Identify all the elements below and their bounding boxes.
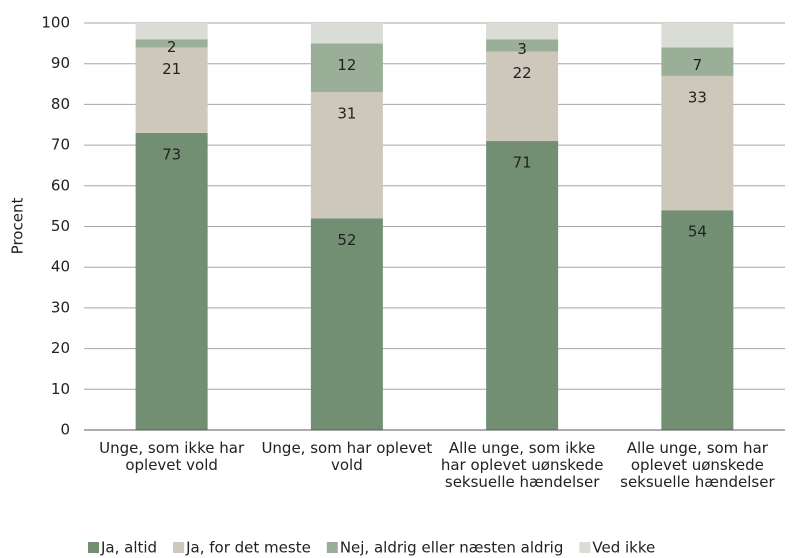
bar-segment [135,23,208,40]
y-tick-label: 90 [51,54,70,72]
bar-segment [486,23,559,40]
bar-segment [486,51,559,142]
y-tick-label: 70 [51,136,70,154]
data-label: 2 [167,38,177,56]
y-tick-label: 80 [51,95,70,113]
bar-segment [661,23,734,48]
y-tick-label: 40 [51,258,70,276]
data-label: 54 [688,223,707,241]
y-tick-label: 60 [51,176,70,194]
bar-segment [310,218,383,430]
bar-segment [310,92,383,219]
data-label: 73 [162,145,181,163]
legend-swatch [579,542,591,553]
data-label: 21 [162,60,181,78]
data-label: 12 [337,56,356,74]
legend-label: Ja, altid [100,539,157,557]
y-tick-label: 50 [51,217,70,235]
y-tick-label: 10 [51,380,70,398]
bar-segment [135,132,208,430]
y-tick-label: 0 [60,421,70,439]
data-label: 31 [337,105,356,123]
x-tick-label: Alle unge, som har oplevet uønskede seks… [620,439,775,491]
bar-segment [661,210,734,430]
bar-segment [310,23,383,44]
data-label: 71 [513,154,532,172]
legend-swatch [326,542,338,553]
bar-segment [135,47,208,133]
bar-segment [661,75,734,211]
y-tick-label: 20 [51,339,70,357]
data-label: 22 [513,64,532,82]
legend-label: Ja, for det meste [185,539,311,557]
legend-swatch [88,542,99,553]
bar-segment [486,141,559,430]
data-label: 33 [688,88,707,106]
x-tick-label: Unge, som ikke har oplevet vold [99,439,245,474]
x-tick-label: Unge, som har oplevet vold [261,439,433,474]
data-label: 3 [517,40,527,58]
data-label: 7 [693,56,703,74]
legend-label: Nej, aldrig eller næsten aldrig [340,539,564,557]
legend-label: Ved ikke [592,539,655,557]
y-axis-label: Procent [9,198,27,255]
bar-segment [135,39,208,48]
data-label: 52 [337,231,356,249]
x-tick-label: Alle unge, som ikke har oplevet uønskede… [440,439,604,491]
y-tick-label: 30 [51,298,70,316]
y-tick-label: 100 [41,14,70,32]
bar-segment [310,43,383,93]
bar-segment [486,39,559,52]
legend-swatch [173,542,185,553]
bar-segment [661,47,734,76]
